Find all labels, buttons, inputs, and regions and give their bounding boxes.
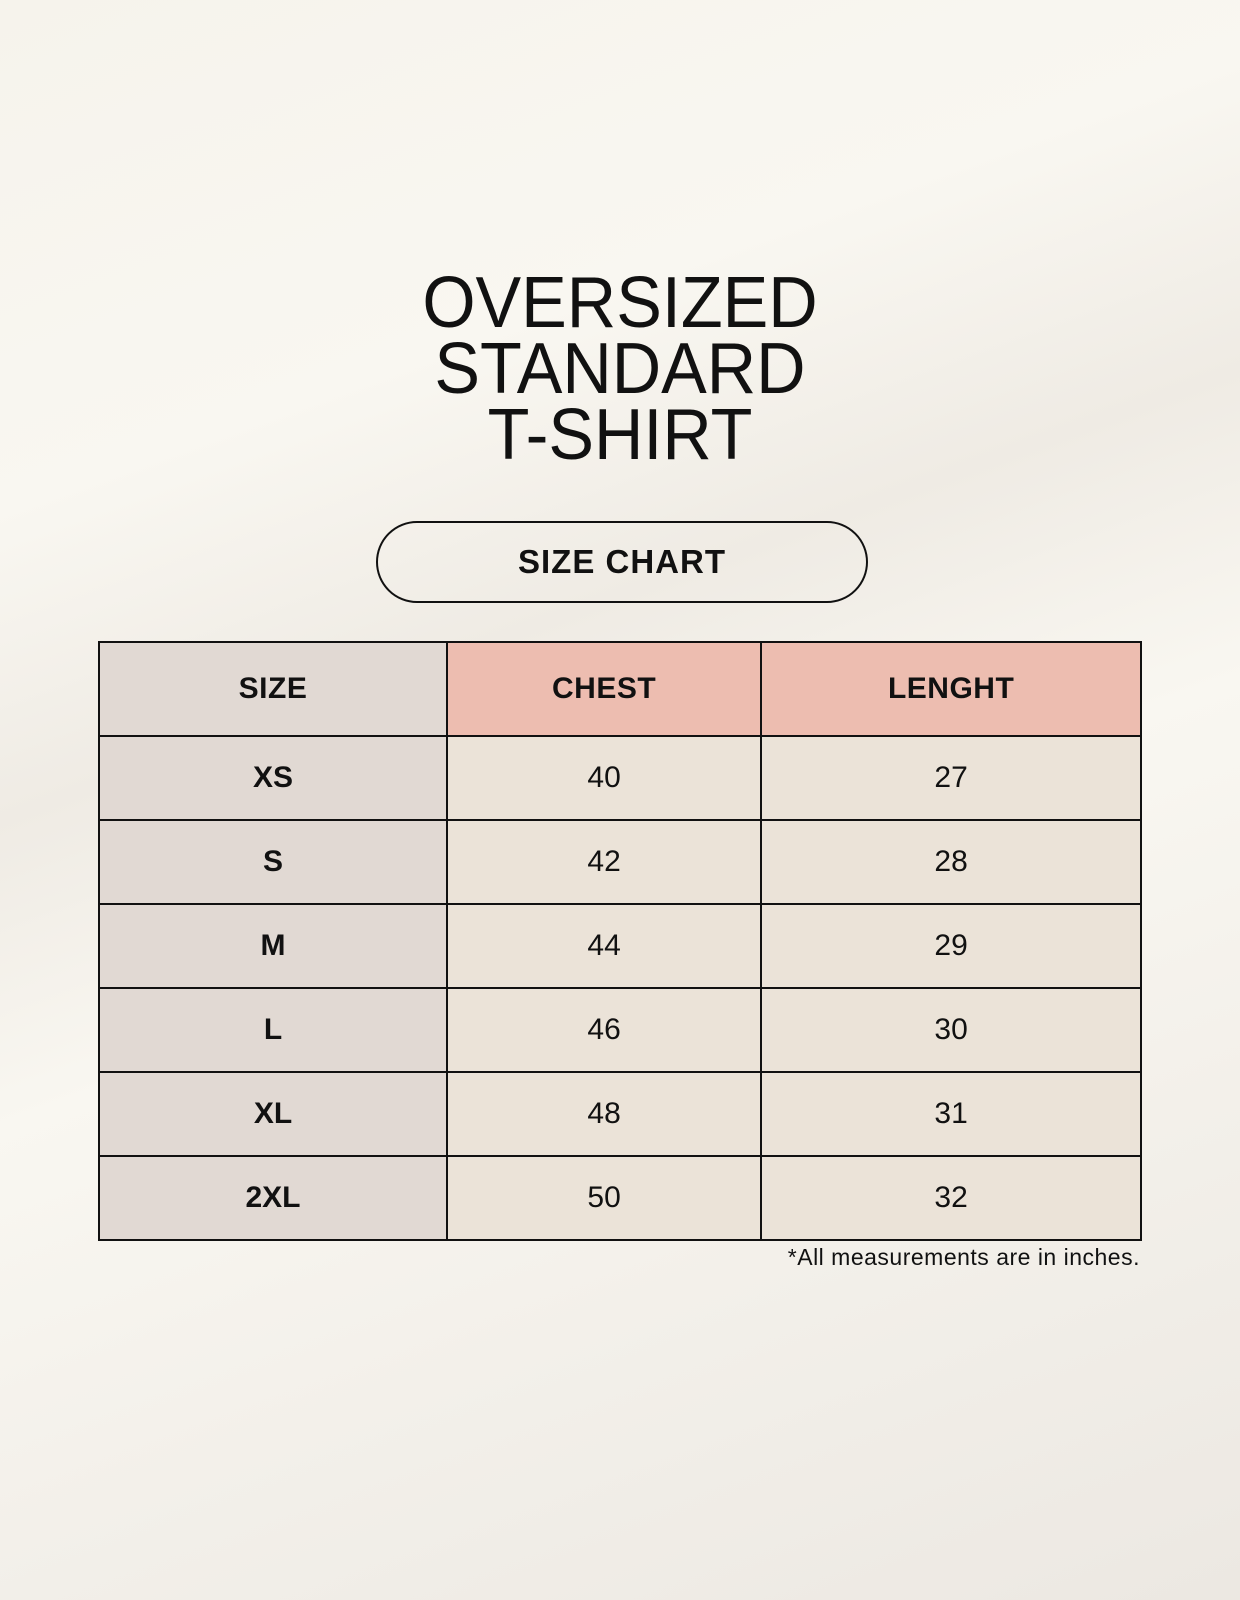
length-cell: 30 <box>760 987 1142 1073</box>
length-cell: 29 <box>760 903 1142 989</box>
size-table: SIZE CHEST LENGHT XS 40 27 S 42 28 M 44 29 L 46… <box>98 641 1142 1241</box>
chest-cell: 46 <box>445 987 763 1073</box>
title-line: T-SHIRT <box>487 395 753 475</box>
footnote: *All measurements are in inches. <box>787 1244 1140 1270</box>
chest-cell: 48 <box>445 1071 763 1157</box>
size-cell: S <box>98 819 448 905</box>
header-chest: CHEST <box>445 641 763 737</box>
header-size: SIZE <box>98 641 448 737</box>
table-row: L 46 30 <box>98 987 1142 1073</box>
length-cell: 27 <box>760 735 1142 821</box>
length-cell: 28 <box>760 819 1142 905</box>
length-cell: 32 <box>760 1155 1142 1241</box>
size-chart-badge: SIZE CHART <box>376 521 868 603</box>
table-row: M 44 29 <box>98 903 1142 989</box>
size-cell: L <box>98 987 448 1073</box>
size-cell: XL <box>98 1071 448 1157</box>
chest-cell: 42 <box>445 819 763 905</box>
table-row: XL 48 31 <box>98 1071 1142 1157</box>
header-length: LENGHT <box>760 641 1142 737</box>
chest-cell: 44 <box>445 903 763 989</box>
table-row: XS 40 27 <box>98 735 1142 821</box>
size-cell: 2XL <box>98 1155 448 1241</box>
title-line: OVERSIZED <box>422 263 818 343</box>
chest-cell: 40 <box>445 735 763 821</box>
title-line: STANDARD <box>434 329 806 409</box>
table-row: S 42 28 <box>98 819 1142 905</box>
table-row: 2XL 50 32 <box>98 1155 1142 1241</box>
length-cell: 31 <box>760 1071 1142 1157</box>
chest-cell: 50 <box>445 1155 763 1241</box>
size-cell: M <box>98 903 448 989</box>
page-title: OVERSIZED STANDARD T-SHIRT <box>31 263 1209 475</box>
table-header-row: SIZE CHEST LENGHT <box>98 641 1142 737</box>
size-cell: XS <box>98 735 448 821</box>
